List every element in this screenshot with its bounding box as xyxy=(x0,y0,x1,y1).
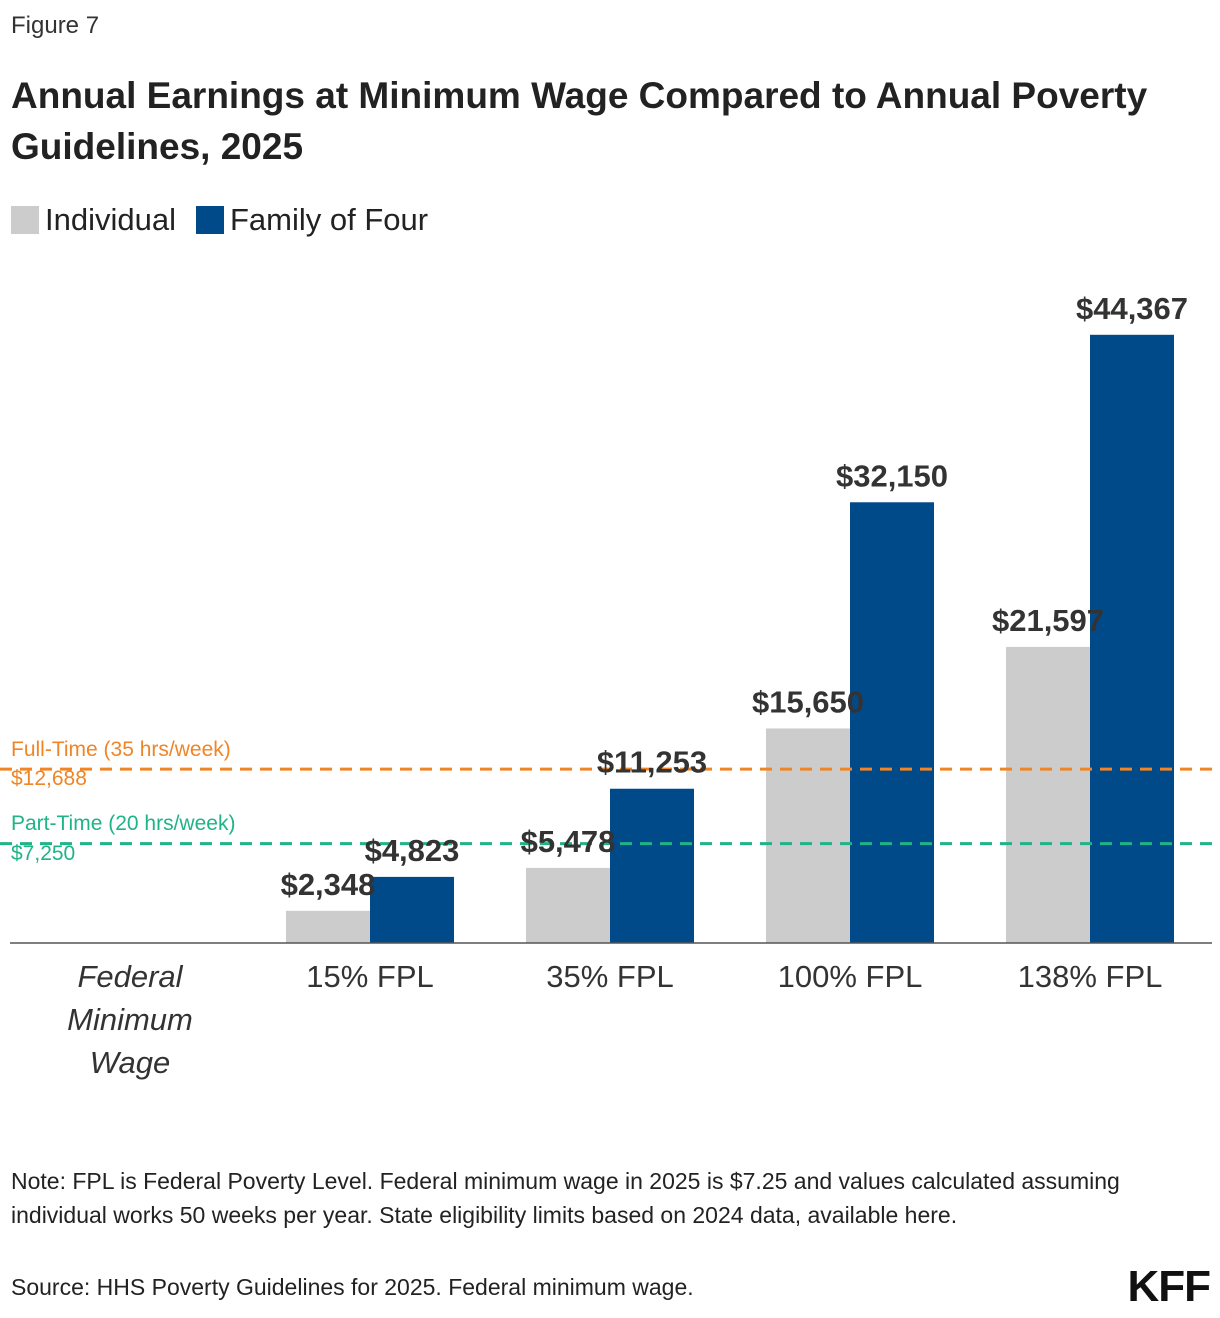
category-label-1: 15% FPL xyxy=(306,959,434,994)
category-axis-label-line-1: Federal xyxy=(77,959,183,994)
reference-line-label-1: Full-Time (35 hrs/week) xyxy=(11,738,231,761)
data-label-individual-3: $15,650 xyxy=(752,684,864,719)
legend-item-individual: Individual xyxy=(11,202,176,238)
data-label-family-3: $32,150 xyxy=(836,458,948,493)
legend-label-individual: Individual xyxy=(45,202,176,237)
data-label-family-4: $44,367 xyxy=(1076,291,1188,326)
bar-individual-3 xyxy=(766,728,850,943)
data-label-family-2: $11,253 xyxy=(597,745,707,780)
data-label-individual-1: $2,348 xyxy=(281,867,376,902)
category-axis-label-line-3: Wage xyxy=(90,1045,170,1080)
bar-individual-2 xyxy=(526,867,610,943)
reference-line-value-2: $7,250 xyxy=(11,842,75,865)
reference-line-value-1: $12,688 xyxy=(11,767,87,790)
bar-individual-1 xyxy=(286,910,370,943)
data-label-individual-2: $5,478 xyxy=(521,824,616,859)
chart-title: Annual Earnings at Minimum Wage Compared… xyxy=(11,75,1148,167)
category-axis-label-line-2: Minimum xyxy=(67,1002,193,1037)
bar-individual-4 xyxy=(1006,646,1090,943)
bar-chart: Full-Time (35 hrs/week) $12,688 Part-Time … xyxy=(0,291,1212,1080)
data-label-individual-4: $21,597 xyxy=(992,603,1104,638)
bar-family-1 xyxy=(370,876,454,943)
legend-swatch-individual xyxy=(11,206,39,234)
data-label-family-1: $4,823 xyxy=(365,833,460,868)
legend-swatch-family xyxy=(195,206,224,234)
bar-family-3 xyxy=(850,502,934,943)
legend: Individual Family of Four xyxy=(11,202,448,238)
legend-label-family: Family of Four xyxy=(229,202,429,237)
kff-logo: KFF xyxy=(1127,1262,1211,1311)
category-label-3: 100% FPL xyxy=(778,959,923,994)
bar-family-4 xyxy=(1090,334,1174,943)
reference-line-label-2: Part-Time (20 hrs/week) xyxy=(11,812,235,835)
category-label-4: 138% FPL xyxy=(1018,959,1163,994)
chart-note: Note: FPL is Federal Poverty Level. Fede… xyxy=(11,1168,1120,1228)
bar-family-2 xyxy=(610,788,694,943)
chart-source: Source: HHS Poverty Guidelines for 2025.… xyxy=(11,1274,694,1300)
category-label-2: 35% FPL xyxy=(546,959,674,994)
figure-label: Figure 7 xyxy=(11,12,100,39)
legend-item-family: Family of Four xyxy=(195,202,429,238)
